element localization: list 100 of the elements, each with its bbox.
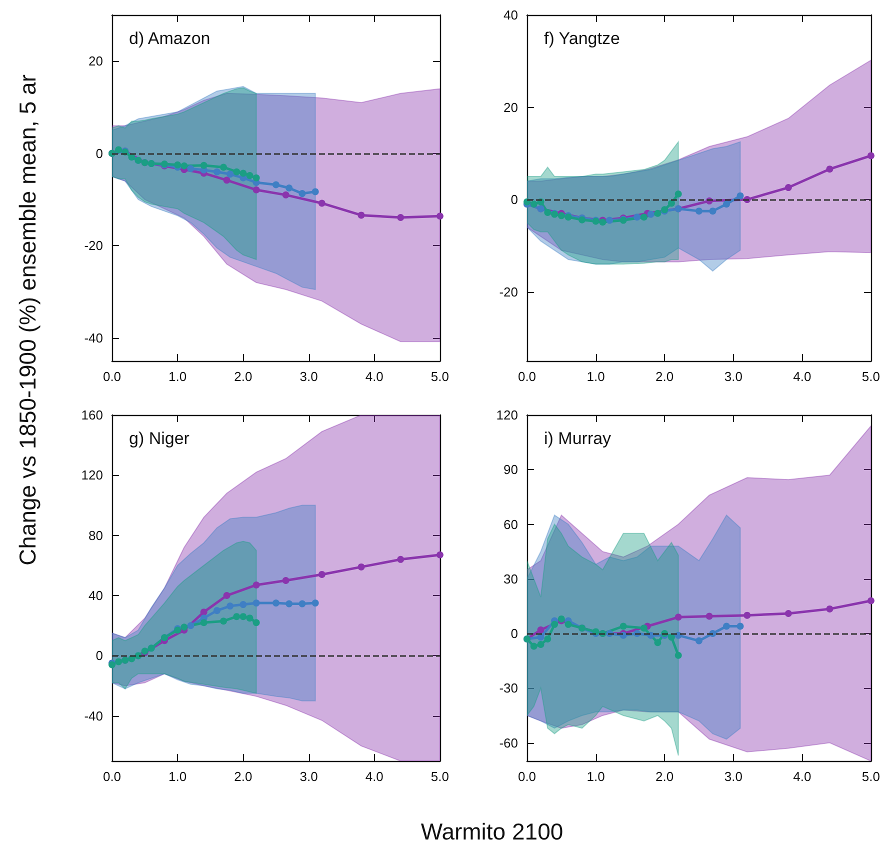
- point: [223, 176, 230, 184]
- point: [784, 610, 792, 617]
- point: [233, 613, 240, 620]
- point: [223, 592, 230, 600]
- x-tick-label: 4.0: [365, 769, 384, 784]
- point: [220, 164, 228, 171]
- point: [564, 620, 572, 628]
- point: [784, 184, 792, 192]
- point: [397, 214, 404, 222]
- y-tick-label: 90: [504, 462, 518, 478]
- point: [252, 186, 260, 194]
- y-tick-label: 20: [504, 100, 518, 115]
- text: g) Niger: [129, 429, 190, 448]
- x-tick-label: 5.0: [430, 769, 450, 784]
- point: [240, 613, 247, 620]
- point: [744, 612, 751, 619]
- point: [282, 191, 290, 198]
- point: [867, 597, 874, 604]
- point: [640, 624, 648, 632]
- point: [252, 581, 260, 588]
- point: [530, 642, 538, 650]
- point: [530, 200, 538, 208]
- x-axis-title: Warmito 2100: [420, 818, 564, 846]
- point: [115, 146, 122, 154]
- y-tick-label: -40: [84, 330, 103, 346]
- point: [551, 620, 558, 628]
- point: [436, 551, 444, 558]
- x-tick-label: 2.0: [234, 369, 252, 384]
- point: [674, 190, 682, 198]
- point: [246, 614, 254, 622]
- point: [246, 172, 254, 180]
- point: [282, 576, 290, 584]
- y-tick-label: -20: [499, 284, 518, 300]
- text: i) Murray: [544, 429, 612, 448]
- point: [674, 652, 682, 659]
- y-tick-label: 120: [81, 468, 103, 483]
- point: [606, 216, 614, 224]
- text: d) Amazon: [129, 29, 210, 48]
- point: [736, 622, 744, 630]
- x-tick-label: 1.0: [586, 769, 605, 784]
- point: [213, 168, 220, 176]
- y-tick-label: 20: [88, 54, 103, 69]
- point: [252, 619, 260, 626]
- point: [654, 210, 662, 217]
- y-tick-label: -40: [84, 708, 103, 724]
- point: [867, 152, 874, 160]
- x-tick-label: 4.0: [793, 369, 812, 384]
- point: [558, 212, 565, 220]
- point: [318, 570, 326, 578]
- point: [358, 212, 365, 219]
- point: [272, 600, 280, 607]
- point: [240, 601, 247, 608]
- point: [654, 639, 662, 646]
- y-tick-label: 60: [504, 516, 518, 532]
- point: [826, 166, 834, 173]
- x-tick-label: 2.0: [234, 769, 252, 784]
- point: [358, 563, 365, 570]
- point: [286, 184, 293, 192]
- y-tick-label: 120: [496, 408, 518, 422]
- point: [252, 174, 260, 182]
- x-tick-label: 2.0: [656, 769, 674, 784]
- point: [233, 168, 240, 176]
- y-tick-label: -30: [499, 680, 518, 696]
- y-tick-label: -60: [499, 735, 518, 750]
- point: [537, 640, 544, 648]
- x-tick-label: 3.0: [724, 769, 742, 784]
- point: [695, 637, 702, 644]
- point: [240, 170, 247, 177]
- y-axis-title: Change vs 1850-1900 (%) ensemble mean, 5 ar: [14, 74, 42, 566]
- point: [220, 618, 228, 625]
- point: [620, 622, 627, 630]
- y-tick-label: 30: [504, 571, 518, 586]
- point: [736, 192, 744, 200]
- point: [723, 200, 730, 208]
- point: [668, 200, 675, 207]
- point: [226, 170, 234, 178]
- y-tick-label: 0: [510, 192, 518, 208]
- point: [187, 622, 194, 630]
- point: [213, 607, 220, 614]
- x-tick-label: 3.0: [300, 369, 318, 384]
- point: [187, 165, 194, 172]
- point: [826, 605, 834, 612]
- x-tick-label: 4.0: [365, 369, 384, 384]
- point: [318, 200, 326, 207]
- point: [668, 634, 675, 641]
- y-tick-label: 0: [510, 626, 518, 642]
- point: [674, 614, 682, 621]
- point: [312, 188, 319, 196]
- point: [312, 600, 319, 607]
- point: [647, 210, 654, 218]
- y-tick-label: 0: [96, 146, 103, 161]
- point: [180, 162, 188, 170]
- y-tick-label: 40: [504, 8, 518, 22]
- x-tick-label: 5.0: [862, 769, 880, 784]
- point: [544, 208, 552, 216]
- point: [544, 635, 552, 642]
- x-tick-label: 1.0: [168, 369, 187, 384]
- point: [723, 622, 730, 630]
- x-tick-label: 2.0: [656, 369, 674, 384]
- point: [286, 600, 293, 608]
